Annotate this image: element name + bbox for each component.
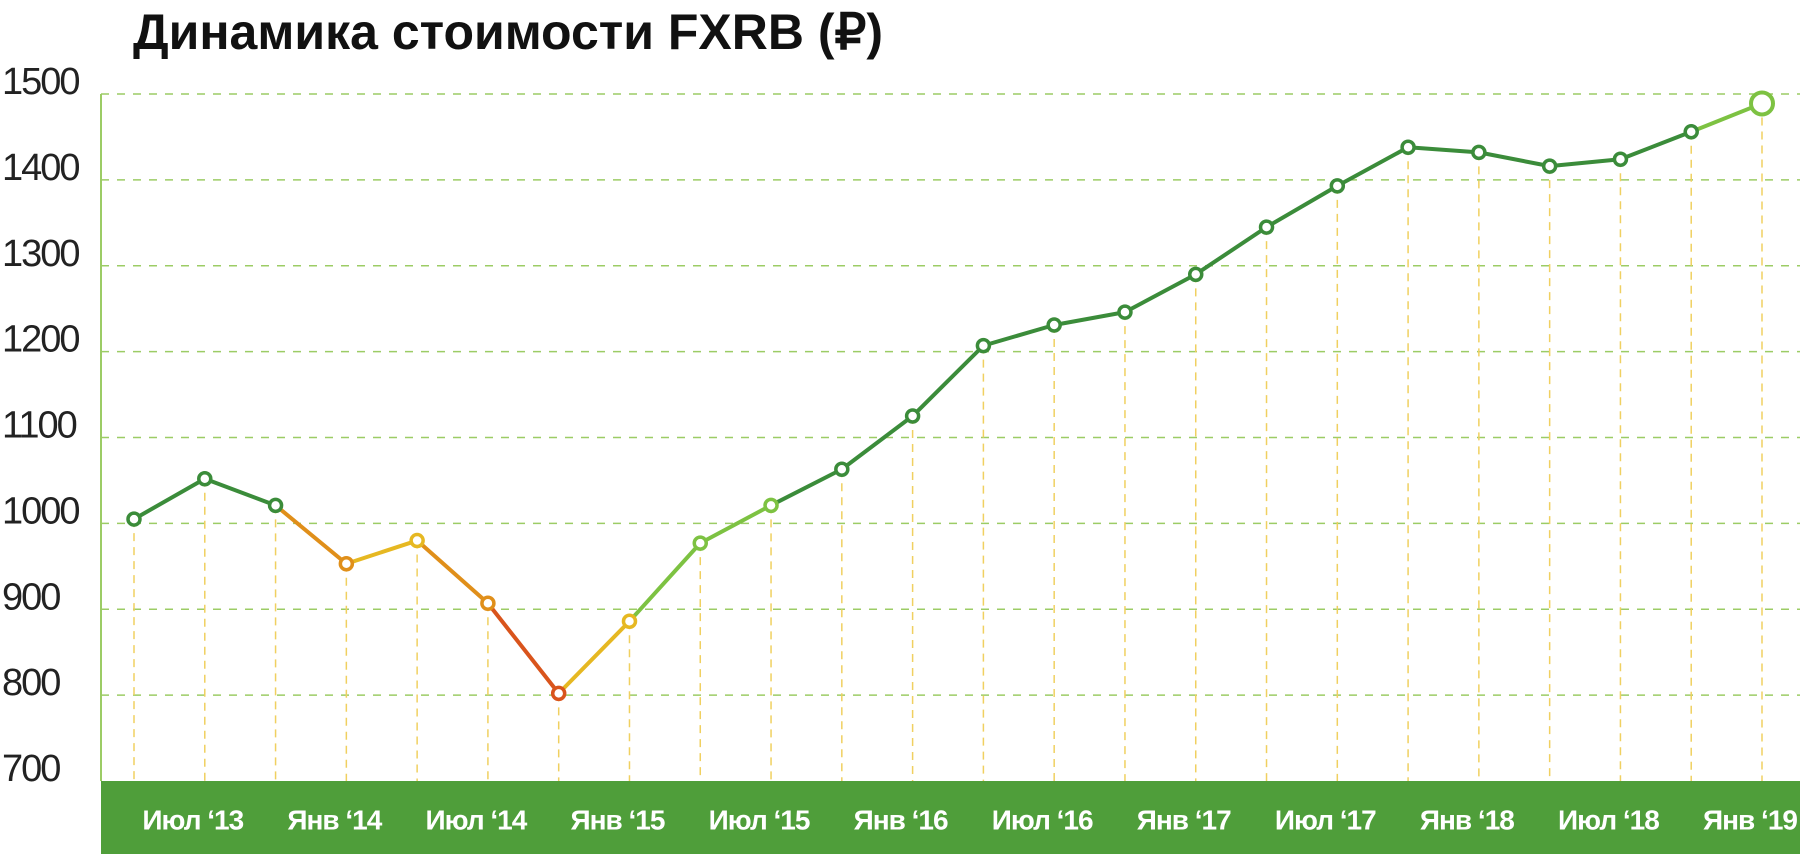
line-segment — [769, 467, 844, 508]
point — [1612, 151, 1629, 168]
point — [1749, 90, 1775, 117]
point — [1187, 266, 1204, 283]
line-segment — [1335, 145, 1411, 188]
y-tick-label: 1400 — [2, 147, 79, 189]
y-tick-label: 1100 — [2, 405, 77, 447]
point — [267, 497, 284, 514]
line-segment — [1476, 150, 1552, 169]
line-segment — [839, 414, 915, 472]
x-tick-label: Июл ‘18 — [1558, 804, 1659, 835]
line-segment — [556, 619, 632, 696]
point — [1329, 178, 1346, 194]
point — [550, 685, 567, 702]
x-tick-label: Янв ‘18 — [1420, 804, 1514, 835]
point — [480, 595, 496, 611]
line-segment — [1193, 225, 1269, 277]
line-segment — [1264, 183, 1340, 230]
x-tick-label: Июл ‘16 — [992, 804, 1093, 835]
point — [692, 535, 709, 551]
point — [338, 555, 355, 572]
point — [409, 532, 425, 549]
point — [975, 337, 992, 354]
x-tick-label: Июл ‘17 — [1275, 804, 1376, 835]
line-segment — [1618, 129, 1694, 162]
x-tick-label: Янв ‘16 — [854, 804, 948, 835]
x-tick-label: Июл ‘13 — [142, 804, 243, 835]
y-tick-label: 1500 — [2, 61, 79, 103]
line-segment — [1052, 310, 1127, 328]
line-segment — [910, 343, 986, 419]
x-tick-label: Янв ‘15 — [571, 804, 665, 835]
line-segment — [627, 541, 703, 624]
point — [1117, 304, 1133, 320]
line-segment — [698, 503, 774, 546]
point — [1541, 158, 1558, 174]
line-segment — [1122, 272, 1198, 315]
x-tick-label: Июл ‘15 — [709, 804, 810, 835]
y-tick-label: 1200 — [2, 319, 79, 361]
line-segment — [1547, 157, 1623, 169]
x-tick-label: Июл ‘14 — [425, 804, 527, 835]
y-tick-label: 1300 — [2, 233, 79, 275]
line-segment — [415, 538, 490, 606]
point — [1046, 317, 1062, 333]
point — [126, 511, 142, 527]
line-segment — [981, 323, 1057, 348]
point — [1400, 139, 1416, 155]
y-tick-label: 1000 — [2, 490, 79, 532]
point — [1683, 124, 1699, 140]
line-segment — [273, 503, 349, 566]
point — [1258, 219, 1275, 235]
x-axis-band — [101, 781, 1800, 854]
point — [904, 408, 921, 424]
y-tick-label: 700 — [2, 748, 60, 790]
line-segment — [202, 476, 278, 508]
line-segment — [132, 476, 207, 522]
point — [834, 461, 850, 478]
x-tick-label: Янв ‘19 — [1703, 804, 1797, 835]
y-tick-label: 900 — [2, 576, 60, 618]
x-tick-label: Янв ‘17 — [1137, 804, 1231, 835]
point — [763, 497, 779, 514]
point — [1471, 144, 1487, 161]
line-segment — [1406, 145, 1481, 155]
line-segment — [344, 538, 420, 566]
point — [197, 470, 213, 487]
line-segment — [485, 601, 561, 696]
chart-title: Динамика стоимости FXRB (₽) — [133, 4, 883, 60]
point — [621, 613, 638, 630]
x-tick-label: Янв ‘14 — [287, 804, 382, 835]
y-tick-label: 800 — [2, 662, 60, 704]
